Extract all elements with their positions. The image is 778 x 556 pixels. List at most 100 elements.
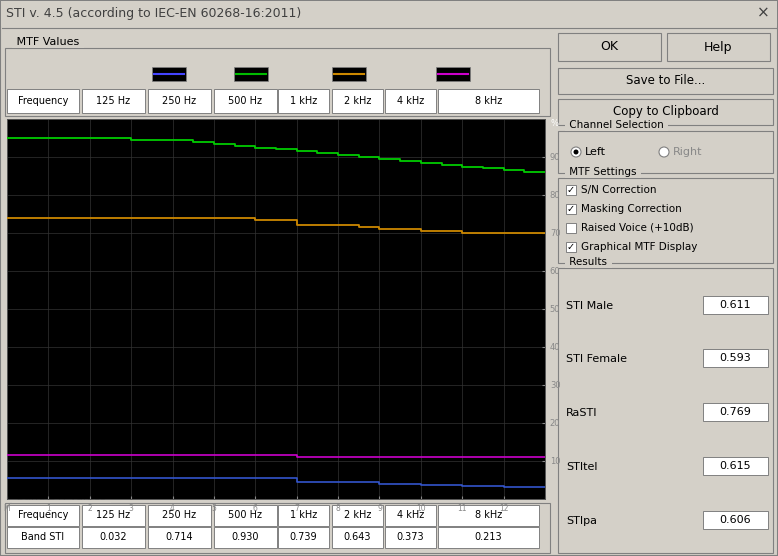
FancyBboxPatch shape: [385, 89, 436, 113]
Text: 0.213: 0.213: [475, 533, 503, 543]
FancyBboxPatch shape: [566, 242, 576, 252]
FancyBboxPatch shape: [82, 527, 145, 548]
FancyBboxPatch shape: [332, 89, 383, 113]
Text: 2 kHz: 2 kHz: [344, 96, 371, 106]
Bar: [234, 67, 268, 81]
Text: Left: Left: [585, 147, 606, 157]
FancyBboxPatch shape: [148, 89, 211, 113]
Text: STI v. 4.5 (according to IEC-EN 60268-16:2011): STI v. 4.5 (according to IEC-EN 60268-16…: [6, 7, 301, 19]
Text: 0.615: 0.615: [720, 461, 752, 471]
FancyBboxPatch shape: [703, 296, 768, 314]
Text: 0.606: 0.606: [720, 515, 752, 525]
FancyBboxPatch shape: [7, 505, 79, 526]
Text: Masking Correction: Masking Correction: [581, 204, 682, 214]
Text: Right: Right: [673, 147, 703, 157]
Text: Channel Selection: Channel Selection: [566, 120, 667, 130]
Text: 0.611: 0.611: [720, 300, 752, 310]
Text: ✓: ✓: [567, 204, 575, 214]
Text: Help: Help: [704, 41, 733, 53]
Text: 250 Hz: 250 Hz: [163, 510, 197, 520]
FancyBboxPatch shape: [7, 89, 79, 113]
FancyBboxPatch shape: [566, 204, 576, 214]
Text: STIpa: STIpa: [566, 516, 597, 526]
FancyBboxPatch shape: [278, 89, 329, 113]
Text: 250 Hz: 250 Hz: [163, 96, 197, 106]
Text: 0.769: 0.769: [720, 407, 752, 417]
FancyBboxPatch shape: [566, 185, 576, 195]
FancyBboxPatch shape: [214, 89, 277, 113]
FancyBboxPatch shape: [278, 527, 329, 548]
FancyBboxPatch shape: [558, 33, 661, 61]
Bar: [558, 178, 773, 263]
FancyBboxPatch shape: [214, 505, 277, 526]
Bar: [5, 48, 550, 116]
Bar: [152, 67, 186, 81]
Text: STI Female: STI Female: [566, 355, 627, 365]
FancyBboxPatch shape: [703, 350, 768, 368]
FancyBboxPatch shape: [703, 511, 768, 529]
Text: 8 kHz: 8 kHz: [475, 510, 502, 520]
FancyBboxPatch shape: [438, 527, 539, 548]
FancyBboxPatch shape: [214, 527, 277, 548]
FancyBboxPatch shape: [385, 505, 436, 526]
FancyBboxPatch shape: [148, 505, 211, 526]
Text: RaSTI: RaSTI: [566, 408, 598, 418]
Circle shape: [571, 147, 581, 157]
Bar: [558, 268, 773, 553]
Text: 0.032: 0.032: [100, 533, 128, 543]
FancyBboxPatch shape: [438, 89, 539, 113]
FancyBboxPatch shape: [332, 505, 383, 526]
Text: 0.373: 0.373: [397, 533, 424, 543]
Text: ✓: ✓: [567, 242, 575, 252]
FancyBboxPatch shape: [438, 505, 539, 526]
Bar: [436, 67, 470, 81]
Circle shape: [573, 150, 579, 155]
Text: STItel: STItel: [566, 462, 598, 472]
FancyBboxPatch shape: [558, 99, 773, 125]
Text: Graphical MTF Display: Graphical MTF Display: [581, 242, 697, 252]
FancyBboxPatch shape: [278, 505, 329, 526]
Text: Band STI Values: Band STI Values: [13, 492, 110, 502]
Text: 4 kHz: 4 kHz: [397, 510, 424, 520]
Text: Frequency: Frequency: [18, 96, 68, 106]
FancyBboxPatch shape: [667, 33, 770, 61]
Text: Save to File...: Save to File...: [626, 75, 705, 87]
Text: Raised Voice (+10dB): Raised Voice (+10dB): [581, 223, 694, 233]
Text: 125 Hz: 125 Hz: [96, 510, 131, 520]
FancyBboxPatch shape: [82, 89, 145, 113]
Text: 0.739: 0.739: [289, 533, 317, 543]
Text: MTF Settings: MTF Settings: [566, 167, 640, 177]
Text: 500 Hz: 500 Hz: [229, 510, 262, 520]
Text: MTF Values: MTF Values: [13, 37, 82, 47]
Text: 2 kHz: 2 kHz: [344, 510, 371, 520]
FancyBboxPatch shape: [558, 68, 773, 94]
Text: 0.714: 0.714: [166, 533, 193, 543]
Text: 8 kHz: 8 kHz: [475, 96, 502, 106]
Text: Band STI: Band STI: [22, 533, 65, 543]
FancyBboxPatch shape: [148, 527, 211, 548]
FancyBboxPatch shape: [385, 527, 436, 548]
Text: STI Male: STI Male: [566, 301, 613, 311]
Text: ×: ×: [757, 6, 769, 21]
Text: ✓: ✓: [567, 185, 575, 195]
Text: 1 kHz: 1 kHz: [290, 510, 317, 520]
Text: S/N Correction: S/N Correction: [581, 185, 657, 195]
FancyBboxPatch shape: [703, 457, 768, 475]
Text: 500 Hz: 500 Hz: [229, 96, 262, 106]
Text: %: %: [550, 119, 559, 128]
Bar: [1, 1, 777, 26]
Bar: [558, 131, 773, 173]
Text: Copy to Clipboard: Copy to Clipboard: [612, 106, 718, 118]
FancyBboxPatch shape: [332, 527, 383, 548]
Circle shape: [659, 147, 669, 157]
Text: 0.643: 0.643: [344, 533, 371, 543]
Bar: [332, 67, 366, 81]
FancyBboxPatch shape: [566, 223, 576, 233]
Text: 0.930: 0.930: [232, 533, 259, 543]
Text: 1 kHz: 1 kHz: [290, 96, 317, 106]
FancyBboxPatch shape: [703, 403, 768, 421]
Text: 0.593: 0.593: [720, 354, 752, 364]
Text: Results: Results: [566, 257, 610, 267]
Text: Frequency: Frequency: [18, 510, 68, 520]
Text: 125 Hz: 125 Hz: [96, 96, 131, 106]
